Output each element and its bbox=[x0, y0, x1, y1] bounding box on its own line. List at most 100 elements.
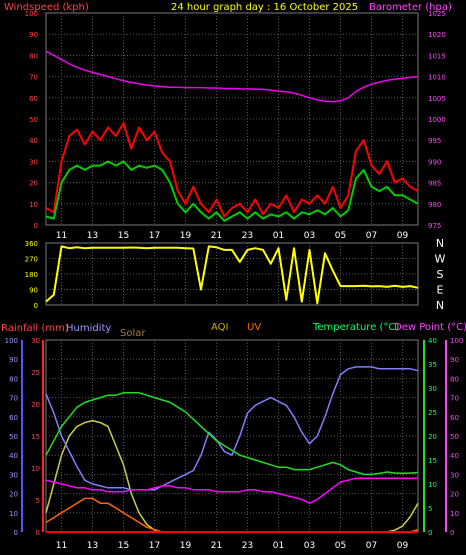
legend-rainfall: Rainfall (mm) bbox=[1, 323, 69, 334]
x-tick-label: 17 bbox=[149, 231, 160, 241]
rain-y-tick: 0 bbox=[36, 529, 40, 537]
humidity-series bbox=[45, 366, 419, 491]
x-tick-label: 13 bbox=[87, 231, 98, 241]
baro-y-tick: 1000 bbox=[428, 116, 446, 124]
x-tick-label: 11 bbox=[56, 541, 67, 551]
temperature-y-tick: 15 bbox=[428, 457, 437, 465]
wind-average-series bbox=[45, 160, 419, 222]
temperature-y-tick: 25 bbox=[428, 409, 437, 417]
direction-y-tick: 180 bbox=[25, 271, 38, 279]
direction-y-tick: 0 bbox=[34, 302, 38, 310]
legend-uv: UV bbox=[247, 322, 261, 333]
direction-y-tick: 270 bbox=[25, 256, 38, 264]
x-tick-label: 23 bbox=[242, 541, 253, 551]
baro-y-tick: 1025 bbox=[428, 10, 446, 18]
rain-y-tick: 25 bbox=[31, 369, 40, 377]
windspeed-axis-title: Windspeed (kph) bbox=[4, 2, 89, 13]
baro-y-tick: 1010 bbox=[428, 74, 446, 82]
temperature-y-tick: 35 bbox=[428, 361, 437, 369]
temperature-y-tick: 20 bbox=[428, 433, 437, 441]
dew-y-tick: 0 bbox=[450, 529, 454, 537]
dew-y-tick: 80 bbox=[450, 375, 459, 383]
dew-y-tick: 10 bbox=[450, 510, 459, 518]
wind-y-tick: 0 bbox=[34, 222, 38, 230]
windspeed-series bbox=[45, 122, 419, 218]
baro-y-tick: 1020 bbox=[428, 31, 446, 39]
wind-y-tick: 40 bbox=[29, 137, 38, 145]
direction-compass-label: N bbox=[436, 299, 444, 312]
temperature-y-tick: 0 bbox=[428, 529, 432, 537]
rain-y-tick: 10 bbox=[31, 465, 40, 473]
baro-y-tick: 985 bbox=[428, 180, 441, 188]
x-tick-label: 19 bbox=[180, 231, 192, 241]
humidity-y-tick: 20 bbox=[9, 491, 18, 499]
temperature-y-tick: 30 bbox=[428, 385, 437, 393]
x-tick-label: 19 bbox=[180, 541, 192, 551]
x-tick-label: 09 bbox=[397, 231, 409, 241]
rain-y-tick: 30 bbox=[31, 337, 40, 345]
wind-y-tick: 80 bbox=[29, 52, 38, 60]
humidity-y-tick: 50 bbox=[9, 433, 18, 441]
wind-y-tick: 30 bbox=[29, 158, 38, 166]
baro-y-tick: 975 bbox=[428, 222, 441, 230]
dew-y-tick: 90 bbox=[450, 356, 459, 364]
x-tick-label: 15 bbox=[118, 541, 129, 551]
dew-y-tick: 30 bbox=[450, 471, 459, 479]
legend-solar: Solar bbox=[120, 328, 146, 339]
wind-y-tick: 100 bbox=[25, 10, 38, 18]
x-tick-label: 23 bbox=[242, 231, 253, 241]
x-tick-label: 21 bbox=[211, 541, 222, 551]
baro-y-tick: 1005 bbox=[428, 95, 446, 103]
x-tick-label: 11 bbox=[56, 231, 67, 241]
legend-temperature: Temperature (°C) bbox=[312, 322, 399, 333]
rain-y-tick: 15 bbox=[31, 433, 40, 441]
rain-y-tick: 5 bbox=[36, 497, 40, 505]
x-tick-label: 07 bbox=[366, 231, 377, 241]
humidity-y-tick: 80 bbox=[9, 375, 18, 383]
dew-y-tick: 70 bbox=[450, 395, 459, 403]
x-tick-label: 17 bbox=[149, 541, 160, 551]
x-tick-label: 09 bbox=[397, 541, 409, 551]
humidity-y-tick: 30 bbox=[9, 471, 18, 479]
legend-humidity: Humidity bbox=[66, 323, 111, 334]
wind-direction-series bbox=[45, 245, 419, 305]
wind-y-tick: 20 bbox=[29, 180, 38, 188]
baro-y-tick: 995 bbox=[428, 137, 441, 145]
direction-compass-label: S bbox=[437, 268, 444, 281]
x-tick-label: 05 bbox=[335, 231, 346, 241]
barometer-series bbox=[45, 50, 419, 103]
dew-y-tick: 60 bbox=[450, 414, 459, 422]
direction-y-tick: 90 bbox=[29, 287, 38, 295]
dew-y-tick: 100 bbox=[450, 337, 463, 345]
x-tick-label: 03 bbox=[304, 541, 315, 551]
x-tick-label: 01 bbox=[273, 231, 284, 241]
dew-y-tick: 20 bbox=[450, 491, 459, 499]
humidity-y-tick: 100 bbox=[5, 337, 18, 345]
humidity-y-tick: 40 bbox=[9, 452, 18, 460]
dew-point-series bbox=[45, 477, 418, 504]
temperature-y-tick: 10 bbox=[428, 481, 437, 489]
temperature-y-tick: 40 bbox=[428, 337, 437, 345]
baro-y-tick: 980 bbox=[428, 201, 441, 209]
wind-y-tick: 60 bbox=[29, 95, 38, 103]
x-tick-label: 05 bbox=[335, 541, 346, 551]
wind-y-tick: 90 bbox=[29, 31, 38, 39]
baro-y-tick: 1015 bbox=[428, 52, 446, 60]
humidity-y-tick: 0 bbox=[14, 529, 18, 537]
x-tick-label: 15 bbox=[118, 231, 129, 241]
x-tick-label: 01 bbox=[273, 541, 284, 551]
x-tick-label: 03 bbox=[304, 231, 315, 241]
temperature-series bbox=[45, 392, 419, 476]
humidity-y-tick: 10 bbox=[9, 510, 18, 518]
legend-dew-point: Dew Point (°C) bbox=[394, 322, 466, 333]
dew-y-tick: 50 bbox=[450, 433, 459, 441]
baro-y-tick: 990 bbox=[428, 158, 441, 166]
wind-y-tick: 70 bbox=[29, 74, 38, 82]
x-tick-label: 07 bbox=[366, 541, 377, 551]
wind-y-tick: 50 bbox=[29, 116, 38, 124]
dew-y-tick: 40 bbox=[450, 452, 459, 460]
wind-y-tick: 10 bbox=[29, 201, 38, 209]
direction-y-tick: 360 bbox=[25, 240, 38, 248]
humidity-y-tick: 60 bbox=[9, 414, 18, 422]
